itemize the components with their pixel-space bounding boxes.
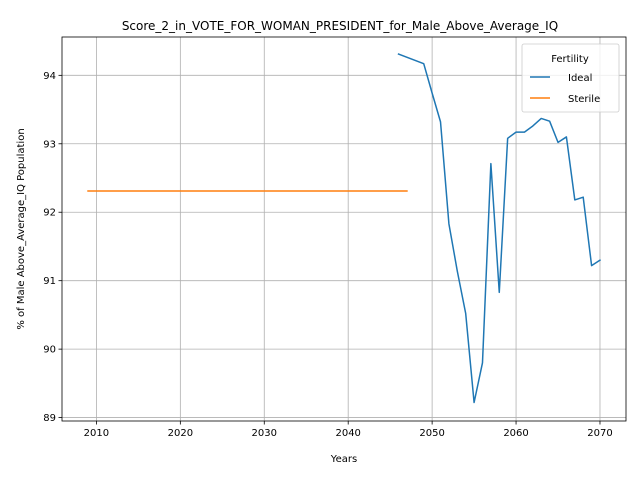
y-tick-label: 89: [43, 413, 56, 424]
x-axis: 2010 2020 2030 2040 2050 2060 2070: [84, 421, 613, 439]
y-tick-label: 91: [43, 276, 56, 287]
y-axis: 89 90 91 92 93 94: [43, 71, 62, 424]
x-tick-label: 2020: [168, 428, 193, 439]
y-tick-label: 93: [43, 139, 56, 150]
chart-title: Score_2_in_VOTE_FOR_WOMAN_PRESIDENT_for_…: [122, 19, 558, 33]
legend-box: [521, 43, 620, 113]
y-tick-label: 92: [43, 208, 56, 219]
legend: Fertility Ideal Sterile: [521, 43, 620, 113]
y-tick-label: 94: [43, 71, 56, 82]
legend-label-ideal: Ideal: [568, 73, 592, 84]
x-tick-label: 2060: [503, 428, 528, 439]
series-lines: [87, 53, 602, 404]
x-tick-label: 2050: [419, 428, 444, 439]
x-axis-label: Years: [330, 454, 357, 465]
legend-title: Fertility: [551, 54, 589, 65]
x-tick-label: 2010: [84, 428, 109, 439]
y-tick-label: 90: [43, 345, 56, 356]
x-tick-label: 2030: [252, 428, 277, 439]
legend-label-sterile: Sterile: [568, 94, 600, 105]
x-tick-label: 2070: [587, 428, 612, 439]
y-axis-label: % of Male Above_Average_IQ Population: [16, 128, 27, 329]
series-line-ideal: [397, 53, 602, 404]
x-tick-label: 2040: [335, 428, 360, 439]
plot-area-frame: [61, 36, 627, 422]
grid: [62, 37, 626, 421]
